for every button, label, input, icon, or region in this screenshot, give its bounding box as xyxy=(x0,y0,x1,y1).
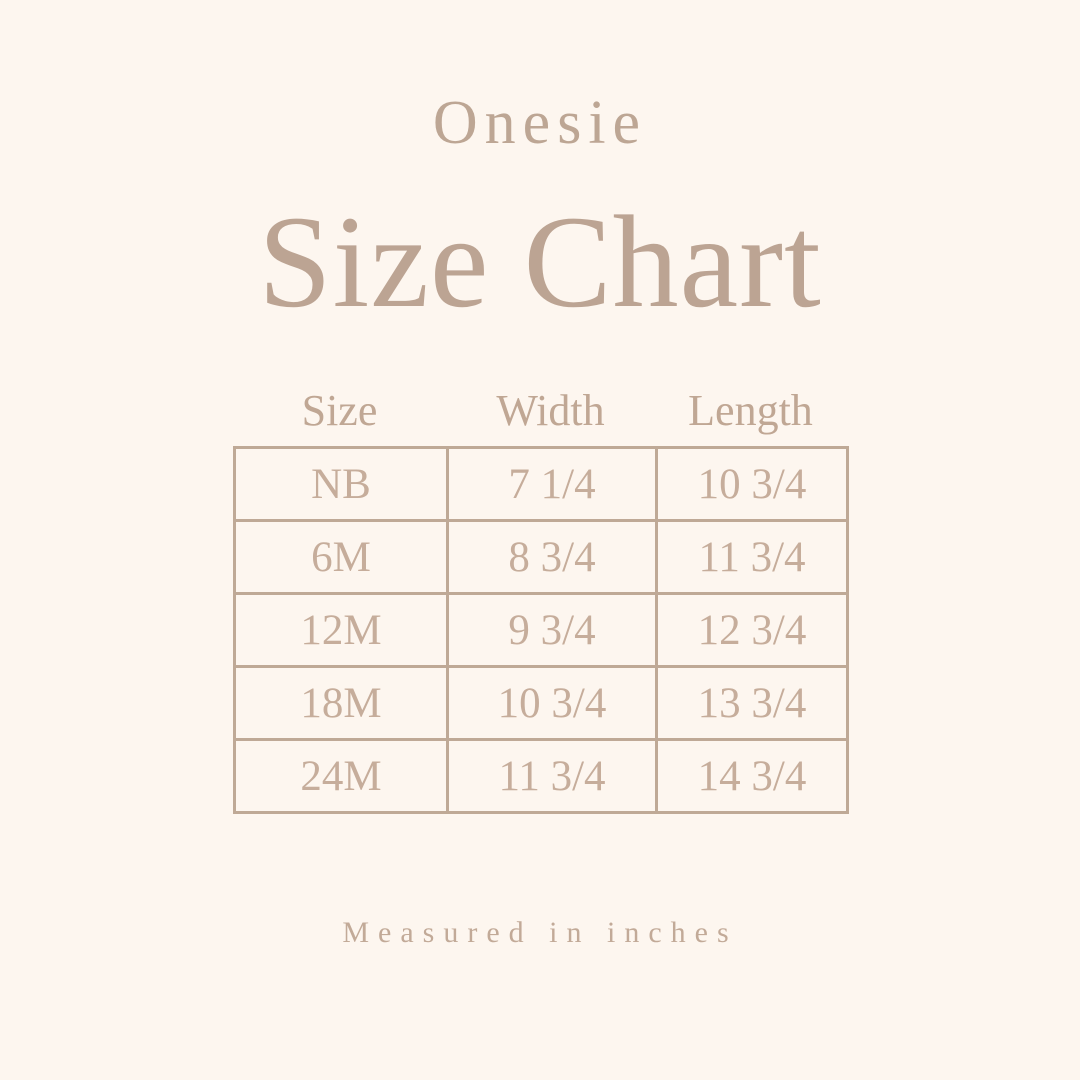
cell-width: 11 3/4 xyxy=(446,738,658,814)
size-table: NB 7 1/4 10 3/4 6M 8 3/4 11 3/4 12M 9 3/… xyxy=(233,446,849,814)
column-header-width: Width xyxy=(496,386,605,435)
cell-size: 24M xyxy=(233,738,449,814)
cell-width: 10 3/4 xyxy=(446,665,658,741)
cell-width: 8 3/4 xyxy=(446,519,658,595)
size-table-block: Size Width Length NB 7 1/4 10 3/4 6M 8 3… xyxy=(233,378,849,814)
cell-length: 12 3/4 xyxy=(655,592,849,668)
eyebrow-title: Onesie xyxy=(432,89,648,157)
page-title: Size Chart xyxy=(258,188,822,335)
table-row: 12M 9 3/4 12 3/4 xyxy=(233,592,849,668)
cell-length: 13 3/4 xyxy=(655,665,849,741)
column-headers: Size Width Length xyxy=(233,378,846,444)
cell-length: 11 3/4 xyxy=(655,519,849,595)
cell-size: 6M xyxy=(233,519,449,595)
column-header-length: Length xyxy=(688,386,813,435)
cell-length: 14 3/4 xyxy=(655,738,849,814)
table-row: 24M 11 3/4 14 3/4 xyxy=(233,738,849,814)
table-row: 18M 10 3/4 13 3/4 xyxy=(233,665,849,741)
cell-width: 7 1/4 xyxy=(446,446,658,522)
cell-length: 10 3/4 xyxy=(655,446,849,522)
cell-size: 18M xyxy=(233,665,449,741)
measurement-units-note: Measured in inches xyxy=(342,916,738,949)
table-row: NB 7 1/4 10 3/4 xyxy=(233,446,849,522)
cell-size: NB xyxy=(233,446,449,522)
column-header-size: Size xyxy=(301,386,378,435)
cell-size: 12M xyxy=(233,592,449,668)
table-row: 6M 8 3/4 11 3/4 xyxy=(233,519,849,595)
cell-width: 9 3/4 xyxy=(446,592,658,668)
